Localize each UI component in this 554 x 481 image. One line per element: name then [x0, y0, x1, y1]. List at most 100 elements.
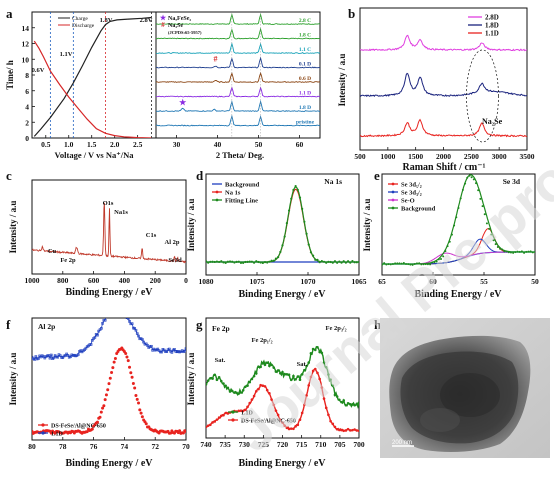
- x-tick-label: 500: [354, 152, 366, 161]
- data-point-1-1d: [52, 356, 56, 360]
- xrd-trace: [155, 27, 320, 40]
- raw-data-point: [336, 261, 339, 264]
- raw-data-point: [523, 251, 526, 254]
- data-point-ds: [102, 404, 106, 408]
- raw-data-point: [263, 261, 267, 264]
- data-point-ds: [137, 401, 141, 405]
- data-point-1-1d: [320, 351, 324, 355]
- raw-data-point: [274, 257, 278, 260]
- raw-data-point: [459, 197, 462, 200]
- raw-data-point: [501, 248, 504, 251]
- raw-data-point: [396, 262, 399, 265]
- y-tick-label: 12: [22, 40, 30, 49]
- legend-marker: [41, 431, 45, 435]
- raw-data-point: [472, 178, 475, 181]
- raw-data-point: [418, 262, 421, 265]
- data-point-1-1d: [305, 364, 308, 368]
- raw-data-point: [290, 197, 293, 200]
- data-point-1-1d: [331, 384, 335, 387]
- raw-data-point: [242, 261, 245, 265]
- raw-data-point: [272, 259, 275, 262]
- raw-data-point: [444, 250, 447, 253]
- data-point-1-1d: [283, 372, 286, 376]
- x-tick-label: 50: [531, 277, 539, 286]
- panel-c-frame: [31, 179, 187, 275]
- x-tick-label: 40: [214, 140, 222, 149]
- raw-data-point: [394, 262, 397, 265]
- raw-data-point: [248, 260, 251, 263]
- panel-e-ticks: 65 60 55 50: [378, 272, 539, 286]
- data-point-ds: [101, 406, 105, 410]
- data-point-ds: [342, 429, 346, 433]
- raw-data-point: [287, 209, 291, 212]
- raw-data-point: [400, 262, 403, 265]
- panel-e: e 65 60 55 50 Se 3d₅/₂Se 3d₃/₂Se-OBackgroun…: [362, 168, 539, 300]
- data-point-1-1d: [239, 391, 243, 394]
- raw-data-point: [349, 261, 352, 264]
- raw-data-point: [244, 260, 247, 264]
- data-point-ds: [296, 423, 300, 427]
- data-point-ds: [139, 411, 143, 415]
- data-point-ds: [318, 377, 321, 381]
- raw-data-point: [355, 261, 358, 264]
- data-point-1-1d: [32, 355, 34, 359]
- x-tick-label: 2.5: [133, 140, 143, 149]
- raw-data-point: [492, 239, 495, 242]
- data-point-ds: [125, 355, 129, 359]
- data-point-1-1d: [116, 305, 118, 307]
- data-point-1-1d: [316, 345, 319, 349]
- data-point-ds: [320, 386, 324, 389]
- data-point-ds: [357, 429, 359, 433]
- data-point-1-1d: [313, 348, 317, 352]
- panel-a-left-ticks: 0.5 1.0 1.5 2.0 2.5 0 2 4 6 8 10 12 14 0.6V 1.1V 1.8V 2.…: [22, 17, 153, 149]
- panel-b-ticks: 500 1000 1500 2000 2500 3000 3500: [354, 147, 535, 161]
- raw-data-point: [391, 262, 394, 265]
- raw-data-point: [266, 261, 269, 264]
- raw-data-point: [281, 244, 284, 247]
- data-point-1-1d: [170, 351, 174, 354]
- data-point-ds: [211, 421, 214, 424]
- data-point-ds: [178, 429, 182, 433]
- data-point-1-1d: [296, 375, 300, 378]
- legend-label: Na₂Se: [168, 23, 183, 29]
- raw-data-point: [389, 263, 392, 266]
- xrd-trace-label: 1.8 D: [299, 105, 311, 111]
- panel-f-title: Al 2p: [38, 322, 55, 331]
- data-point-1-1d: [340, 400, 343, 404]
- xrd-trace-label: 1.1 D: [299, 91, 311, 97]
- panel-a-right-xlabel: 2 Theta/ Deg.: [216, 150, 264, 160]
- data-point-1-1d: [122, 309, 124, 311]
- xrd-trace-label: 2.8 C: [299, 18, 311, 24]
- x-tick-label: 735: [220, 440, 232, 449]
- data-point-1-1d: [246, 384, 249, 387]
- raw-data-point: [257, 260, 260, 264]
- raw-data-point: [307, 243, 310, 246]
- data-point-1-1d: [33, 358, 36, 361]
- legend-label: 1.1D: [485, 30, 499, 38]
- data-point-ds: [263, 385, 267, 388]
- data-point-ds: [289, 427, 293, 430]
- legend-label: 1.1D: [51, 432, 64, 438]
- data-point-1-1d: [120, 309, 122, 311]
- raw-data-point: [453, 224, 456, 227]
- x-tick-label: 700: [353, 440, 365, 449]
- xrd-trace: [155, 114, 321, 127]
- panel-b-legend: 2.8D1.8D1.1D: [468, 14, 499, 38]
- raw-data-point: [357, 260, 359, 264]
- data-point-ds: [274, 409, 278, 412]
- data-point-ds: [329, 419, 332, 423]
- raw-data-point: [318, 261, 321, 264]
- raw-data-point: [490, 233, 493, 236]
- y-tick-label: 8: [25, 71, 29, 80]
- data-point-1-1d: [235, 391, 238, 395]
- data-point-ds: [131, 381, 135, 385]
- raw-data-point: [277, 256, 280, 259]
- data-point-ds: [112, 360, 116, 364]
- data-point-ds: [215, 418, 219, 421]
- data-point-1-1d: [300, 373, 304, 376]
- panel-f-legend: DS-FeSe/Al@NC-650 1.1D: [38, 423, 106, 438]
- legend-marker: [215, 190, 219, 194]
- data-point-1-1d: [209, 376, 212, 380]
